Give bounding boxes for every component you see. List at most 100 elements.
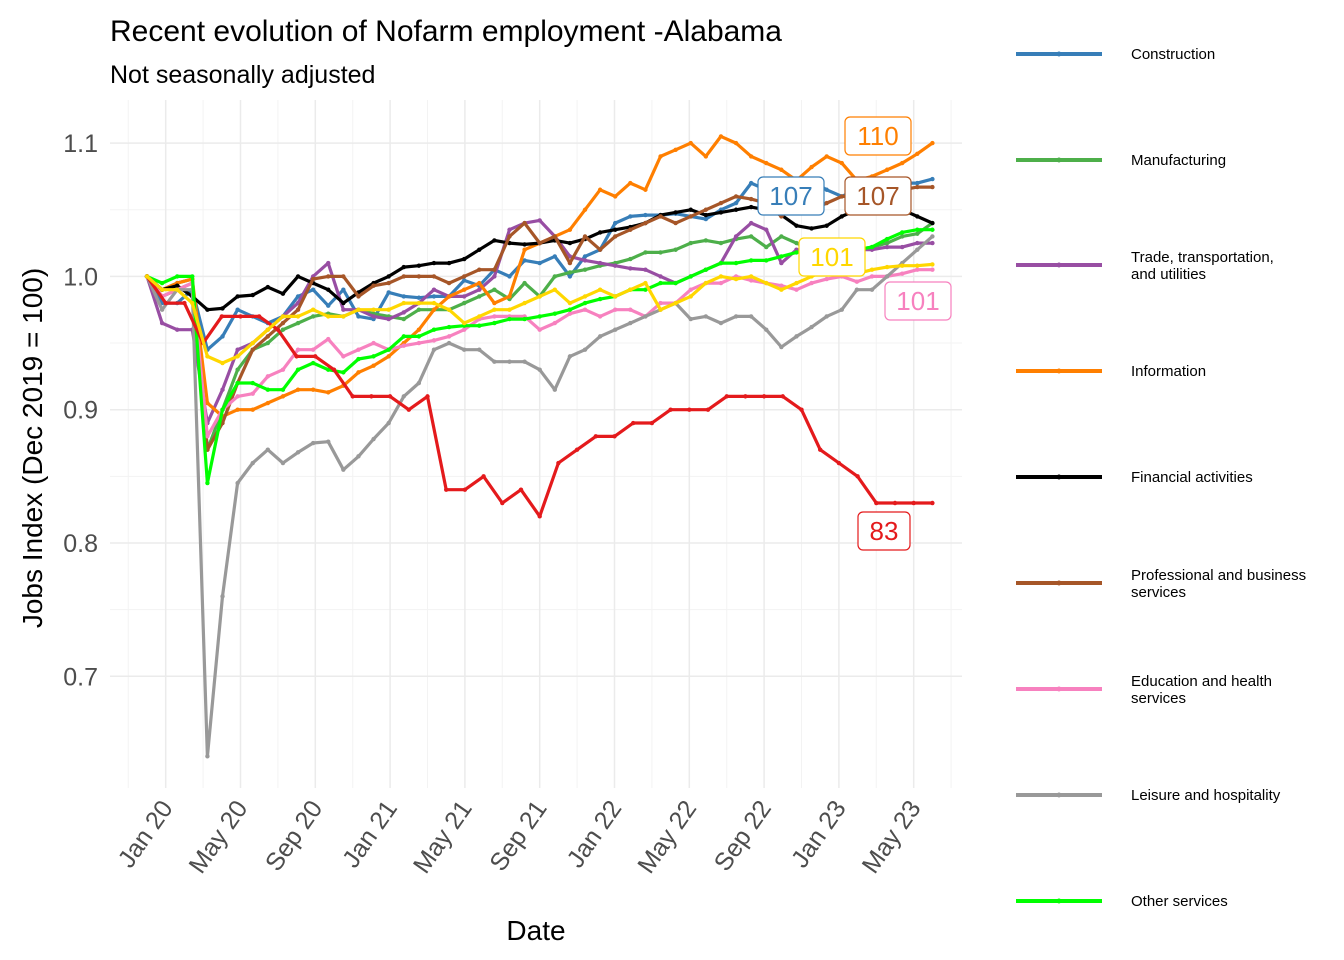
series-point: [163, 300, 168, 306]
series-point: [643, 280, 648, 286]
series-point: [718, 274, 724, 279]
series-point: [371, 354, 376, 359]
series-point: [446, 280, 452, 286]
series-point: [507, 294, 512, 299]
series-point: [492, 238, 497, 243]
series-point: [401, 310, 406, 315]
series-point: [593, 434, 598, 439]
x-tick-label: Jan 21: [337, 795, 403, 873]
series-point: [235, 407, 240, 412]
series-point: [356, 307, 361, 312]
series-point: [668, 407, 673, 412]
series-point: [295, 294, 301, 299]
legend-label: Information: [1131, 363, 1206, 380]
series-point: [854, 279, 860, 284]
series-point: [310, 360, 316, 366]
series-point: [582, 294, 588, 299]
end-label: 101: [798, 237, 866, 277]
end-label: 107: [757, 176, 825, 216]
series-point: [205, 307, 210, 312]
series-point: [275, 327, 281, 332]
series-point: [492, 274, 497, 279]
series-point: [326, 260, 331, 266]
series-point: [341, 370, 346, 375]
series-point: [855, 474, 860, 479]
series-point: [628, 180, 633, 186]
series-point: [313, 354, 318, 359]
end-label: 110: [844, 116, 912, 156]
series-point: [688, 214, 693, 219]
series-point: [643, 267, 648, 272]
series-point: [295, 314, 301, 319]
x-tick-label: May 20: [183, 795, 253, 878]
series-point: [492, 359, 497, 364]
end-label-text: 107: [856, 181, 899, 211]
series-point: [567, 307, 573, 312]
series-point: [235, 480, 240, 486]
series-point: [824, 276, 829, 282]
series-point: [613, 227, 618, 232]
series-point: [794, 223, 799, 228]
series-point: [310, 314, 316, 319]
series-point: [492, 314, 497, 319]
series-point: [824, 314, 829, 319]
series-point: [446, 307, 452, 312]
series-point: [220, 306, 225, 311]
series-point: [643, 220, 648, 226]
series-point: [915, 180, 920, 186]
series-point: [613, 263, 618, 268]
series-point: [446, 324, 452, 330]
series-point: [930, 220, 935, 226]
series-point: [597, 230, 603, 235]
series-point: [597, 296, 603, 302]
series-point: [492, 267, 497, 272]
series-point: [930, 176, 935, 182]
series-point: [522, 280, 527, 286]
series-point: [280, 460, 286, 466]
series-point: [401, 343, 406, 348]
series-point: [537, 218, 542, 223]
series-point: [930, 262, 935, 267]
series-point: [416, 274, 422, 279]
series-point: [703, 154, 709, 159]
series-point: [518, 487, 524, 492]
series-point: [507, 234, 512, 239]
series-point: [718, 200, 724, 206]
series-point: [930, 140, 935, 146]
series-point: [265, 340, 271, 346]
series-point: [387, 394, 393, 399]
series-point: [461, 256, 467, 262]
series-point: [295, 320, 301, 326]
series-point: [159, 280, 165, 286]
series-point: [326, 303, 331, 308]
series-point: [799, 407, 804, 412]
series-point: [280, 387, 286, 392]
series-point: [220, 360, 225, 366]
series-point: [582, 234, 588, 239]
series-point: [718, 280, 724, 286]
series-point: [461, 327, 467, 332]
series-point: [703, 280, 709, 286]
series-point: [779, 344, 784, 350]
series-point: [915, 247, 920, 252]
series-point: [597, 334, 603, 339]
series-point: [884, 244, 890, 250]
series-point: [326, 390, 331, 395]
series-point: [552, 254, 558, 259]
end-labels: 110 107 107 101 101 83: [757, 116, 952, 551]
series-point: [341, 307, 346, 312]
series-point: [481, 474, 486, 479]
end-label-text: 101: [896, 286, 939, 316]
series-point: [552, 387, 558, 392]
x-tick-label: Jan 20: [113, 795, 179, 873]
series-point: [628, 266, 633, 271]
series-point: [869, 287, 875, 292]
series-point: [779, 283, 784, 288]
series-point: [899, 263, 905, 268]
series-point: [582, 267, 588, 272]
series-point: [628, 320, 633, 326]
series-point: [205, 754, 210, 759]
series-point: [461, 300, 467, 306]
series-point: [386, 316, 391, 322]
series-10: [144, 262, 935, 366]
